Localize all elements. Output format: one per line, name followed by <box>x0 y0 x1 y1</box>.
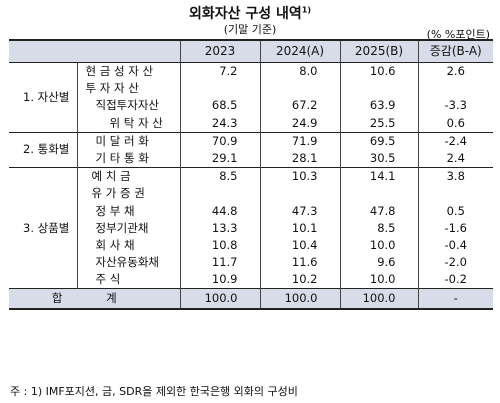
cell-v2025: 8.5 <box>340 219 419 237</box>
cell-change: -2.4 <box>418 131 493 150</box>
cell-v2023: 7.2 <box>180 62 261 81</box>
cell-v2025: 25.5 <box>340 114 419 133</box>
table-row: 3. 상품별 예 치 금 8.5 10.3 14.1 3.8 <box>9 167 493 289</box>
category-label: 2. 통화별 <box>9 131 78 168</box>
row-label: 유 가 증 권 <box>77 185 181 203</box>
cell-v2025: 10.6 <box>340 62 419 81</box>
total-v2023: 100.0 <box>180 288 261 311</box>
table-title: 외화자산 구성 내역1) <box>188 5 312 22</box>
col-header-2024: 2024(A) <box>260 39 341 63</box>
total-label: 합 계 <box>9 288 181 311</box>
cell-change: 0.6 <box>446 115 465 130</box>
cell-v2023 <box>180 185 261 203</box>
row-label: 위 탁 자 산 <box>77 114 181 133</box>
cell-v2023: 10.9 <box>180 271 261 289</box>
table-row: 2. 통화별 미 달 러 화 70.9 71.9 69.5 -2.4 <box>9 131 493 168</box>
cell-change: -0.4 <box>444 237 467 252</box>
col-header-change: 증감(B-A) <box>418 39 493 63</box>
total-v2024: 100.0 <box>260 288 341 311</box>
table-row: 정부기관채 13.3 10.1 8.5 -1.6 <box>9 219 493 237</box>
col-header-2025: 2025(B) <box>340 39 419 63</box>
table-row: 유 가 증 권 <box>9 185 493 203</box>
cell-change: -0.2 <box>444 272 467 287</box>
row-label: 기 타 통 화 <box>77 149 181 168</box>
cell-change: 0.5 <box>446 203 465 218</box>
composition-table: 2023 2024(A) 2025(B) 증감(B-A) 1. 자산별 현 금 성… <box>9 39 493 311</box>
cell-change: -1.6 <box>444 220 467 235</box>
cell-v2024: 10.3 <box>260 167 341 186</box>
table-subtitle: (기말 기준) <box>223 23 277 36</box>
cell-v2024: 28.1 <box>260 149 341 168</box>
total-change: - <box>418 288 493 311</box>
table-row: 투 자 자 산 <box>9 80 493 98</box>
cell-v2023: 24.3 <box>180 114 261 133</box>
cell-v2024: 24.9 <box>260 114 341 133</box>
cell-change <box>418 185 493 202</box>
unit-label: (% %포인트) <box>426 28 490 41</box>
cell-v2024: 47.3 <box>260 202 341 220</box>
row-label: 정 부 채 <box>77 202 181 220</box>
cell-v2023: 70.9 <box>180 131 261 150</box>
category-label: 1. 자산별 <box>9 62 78 133</box>
cell-v2023: 11.7 <box>180 254 261 272</box>
table-row: 기 타 통 화 29.1 28.1 30.5 2.4 <box>9 149 493 168</box>
cell-change <box>418 80 493 97</box>
cell-v2024: 10.4 <box>260 236 341 255</box>
table-row: 회 사 채 10.8 10.4 10.0 -0.4 <box>9 236 493 255</box>
cell-change: 2.4 <box>446 151 465 166</box>
cell-v2025: 30.5 <box>340 149 419 168</box>
cell-v2025: 10.0 <box>340 236 419 255</box>
cell-v2023: 68.5 <box>180 97 261 115</box>
cell-v2024 <box>260 185 341 203</box>
cell-v2023: 29.1 <box>180 149 261 168</box>
cell-v2025: 47.8 <box>340 202 419 220</box>
cell-v2023: 8.5 <box>180 167 261 186</box>
total-v2025: 100.0 <box>340 288 419 311</box>
row-label: 예 치 금 <box>77 167 181 186</box>
cell-v2024 <box>260 80 341 98</box>
row-label: 현 금 성 자 산 <box>77 62 181 81</box>
cell-v2023: 44.8 <box>180 202 261 220</box>
cell-v2025: 69.5 <box>340 131 419 150</box>
table-row: 직접투자자산 68.5 67.2 63.9 -3.3 <box>9 97 493 115</box>
cell-v2023: 10.8 <box>180 236 261 255</box>
cell-change: 2.6 <box>418 62 493 81</box>
cell-v2023: 13.3 <box>180 219 261 237</box>
row-label: 정부기관채 <box>77 219 181 237</box>
row-label: 미 달 러 화 <box>77 131 181 150</box>
cell-v2024: 10.1 <box>260 219 341 237</box>
cell-v2025: 9.6 <box>340 254 419 272</box>
header-blank <box>9 39 181 63</box>
col-header-2023: 2023 <box>180 39 261 63</box>
table-row: 위 탁 자 산 24.3 24.9 25.5 0.6 <box>9 114 493 133</box>
row-label: 직접투자자산 <box>77 97 181 115</box>
total-row: 합 계 100.0 100.0 100.0- <box>9 288 493 311</box>
cell-v2024: 71.9 <box>260 131 341 150</box>
cell-change: -3.3 <box>444 98 467 113</box>
cell-v2025: 63.9 <box>340 97 419 115</box>
row-label: 회 사 채 <box>77 236 181 255</box>
category-label: 3. 상품별 <box>9 167 78 289</box>
cell-v2025: 10.0 <box>340 271 419 289</box>
table-row: 1. 자산별 현 금 성 자 산 7.2 8.0 10.6 2.6 <box>9 62 493 133</box>
row-label: 주 식 <box>77 271 181 289</box>
title-footnote-mark: 1) <box>301 5 312 15</box>
table-row: 주 식 10.9 10.2 10.0 -0.2 <box>9 271 493 289</box>
cell-change: -2.0 <box>444 255 467 270</box>
cell-v2024: 10.2 <box>260 271 341 289</box>
cell-v2024: 11.6 <box>260 254 341 272</box>
cell-v2023 <box>180 80 261 98</box>
table-row: 정 부 채 44.8 47.3 47.8 0.5 <box>9 202 493 220</box>
table-row: 자산유동화채 11.7 11.6 9.6 -2.0 <box>9 254 493 272</box>
row-label: 자산유동화채 <box>77 254 181 272</box>
cell-v2024: 67.2 <box>260 97 341 115</box>
cell-change: 3.8 <box>418 167 493 186</box>
header-row: 2023 2024(A) 2025(B) 증감(B-A) <box>9 39 493 63</box>
cell-v2024: 8.0 <box>260 62 341 81</box>
row-label: 투 자 자 산 <box>77 80 181 98</box>
cell-v2025: 14.1 <box>340 167 419 186</box>
cell-v2025 <box>340 185 419 203</box>
footnote: 주 : 1) IMF포지션, 금, SDR을 제외한 한국은행 외화의 구성비 <box>10 385 298 398</box>
cell-v2025 <box>340 80 419 98</box>
